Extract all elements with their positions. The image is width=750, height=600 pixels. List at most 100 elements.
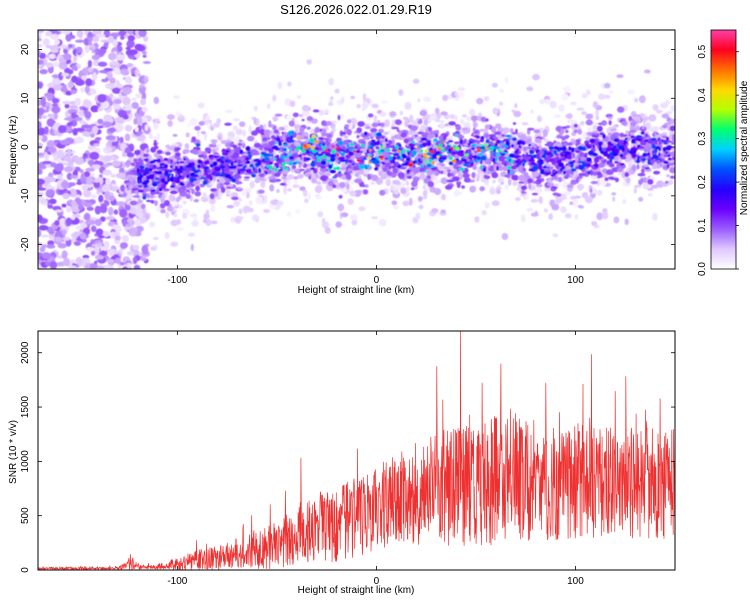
- heatmap-cell: [346, 143, 350, 149]
- heatmap-cell: [595, 109, 599, 117]
- heatmap-cell: [279, 182, 287, 186]
- heatmap-cell: [431, 208, 439, 214]
- heatmap-cell: [287, 130, 293, 136]
- heatmap-cell: [287, 188, 292, 192]
- heatmap-cell: [203, 132, 207, 141]
- heatmap-cell: [397, 172, 405, 178]
- heatmap-cell: [149, 133, 153, 140]
- heatmap-cell: [120, 68, 129, 76]
- heatmap-cell: [337, 140, 344, 146]
- heatmap-cell: [358, 164, 365, 170]
- heatmap-cell: [289, 100, 296, 107]
- heatmap-cell: [382, 162, 386, 165]
- heatmap-cell: [288, 120, 295, 127]
- heatmap-cell: [569, 201, 574, 206]
- heatmap-cell: [166, 178, 170, 183]
- heatmap-cell: [354, 145, 358, 150]
- heatmap-cell: [138, 30, 147, 38]
- heatmap-cell: [442, 94, 448, 102]
- heatmap-cell: [121, 235, 129, 243]
- heatmap-cell: [658, 139, 662, 145]
- heatmap-cell: [445, 184, 453, 190]
- heatmap-cell: [664, 151, 669, 154]
- heatmap-cell: [251, 173, 257, 178]
- heatmap-cell: [384, 137, 388, 143]
- heatmap-cell: [497, 177, 504, 183]
- heatmap-cell: [497, 148, 501, 151]
- heatmap-cell: [90, 105, 100, 113]
- heatmap-cell: [350, 95, 356, 100]
- heatmap-cell: [456, 182, 461, 188]
- heatmap-cell: [153, 96, 159, 105]
- heatmap-cell: [112, 87, 122, 94]
- heatmap-cell: [38, 163, 43, 170]
- heatmap-cell: [280, 169, 289, 175]
- heatmap-cell: [117, 45, 123, 53]
- heatmap-cell: [480, 165, 483, 170]
- heatmap-cell: [500, 153, 506, 156]
- heatmap-cell: [525, 152, 529, 158]
- heatmap-cell: [342, 151, 345, 157]
- heatmap-cell: [59, 44, 68, 49]
- heatmap-cell: [351, 218, 358, 226]
- heatmap-cell: [344, 191, 348, 195]
- heatmap-cell: [449, 114, 455, 120]
- heatmap-cell: [274, 113, 283, 117]
- heatmap-cell: [542, 129, 548, 138]
- heatmap-cell: [153, 139, 157, 143]
- heatmap-cell: [310, 167, 315, 171]
- heatmap-cell: [442, 144, 446, 148]
- heatmap-cell: [641, 126, 645, 130]
- heatmap-cell: [278, 143, 282, 147]
- heatmap-cell: [324, 156, 328, 159]
- heatmap-cell: [553, 114, 562, 118]
- heatmap-cell: [548, 213, 553, 220]
- heatmap-cell: [340, 96, 345, 104]
- heatmap-cell: [83, 212, 91, 221]
- heatmap-cell: [230, 216, 236, 223]
- heatmap-cell: [126, 63, 133, 68]
- heatmap-cell: [301, 118, 305, 122]
- heatmap-cell: [215, 166, 221, 172]
- heatmap-cell: [419, 160, 423, 164]
- heatmap-cell: [533, 145, 537, 149]
- heatmap-cell: [124, 104, 133, 111]
- heatmap-cell: [664, 122, 672, 126]
- heatmap-cell: [569, 119, 578, 125]
- heatmap-cell: [469, 185, 477, 193]
- heatmap-cell: [335, 172, 343, 178]
- heatmap-cell: [130, 207, 137, 215]
- heatmap-cell: [531, 171, 540, 177]
- heatmap-cell: [210, 188, 218, 192]
- heatmap-cell: [402, 200, 410, 207]
- heatmap-cell: [573, 129, 578, 133]
- heatmap-cell: [234, 181, 243, 185]
- heatmap-cell: [576, 107, 585, 111]
- heatmap-cell: [259, 128, 266, 136]
- heatmap-cell: [660, 102, 668, 109]
- heatmap-cell: [662, 146, 667, 152]
- heatmap-cell: [103, 240, 110, 250]
- heatmap-cell: [362, 157, 368, 160]
- heatmap-cell: [462, 140, 466, 145]
- heatmap-cell: [106, 123, 111, 128]
- heatmap-cell: [608, 163, 615, 168]
- heatmap-cell: [279, 139, 284, 142]
- heatmap-cell: [174, 147, 181, 151]
- heatmap-cell: [61, 229, 67, 236]
- heatmap-cell: [293, 141, 301, 147]
- heatmap-cell: [202, 180, 208, 185]
- heatmap-cell: [346, 129, 352, 136]
- heatmap-cell: [435, 107, 440, 114]
- heatmap-cell: [87, 159, 95, 166]
- heatmap-cell: [316, 181, 322, 185]
- heatmap-cell: [152, 159, 159, 162]
- heatmap-cell: [470, 115, 479, 121]
- heatmap-cell: [244, 156, 250, 161]
- heatmap-cell: [560, 158, 566, 161]
- heatmap-cell: [629, 129, 637, 133]
- heatmap-cell: [596, 125, 603, 132]
- heatmap-cell: [242, 130, 247, 137]
- heatmap-cell: [558, 176, 563, 183]
- heatmap-cell: [125, 223, 131, 227]
